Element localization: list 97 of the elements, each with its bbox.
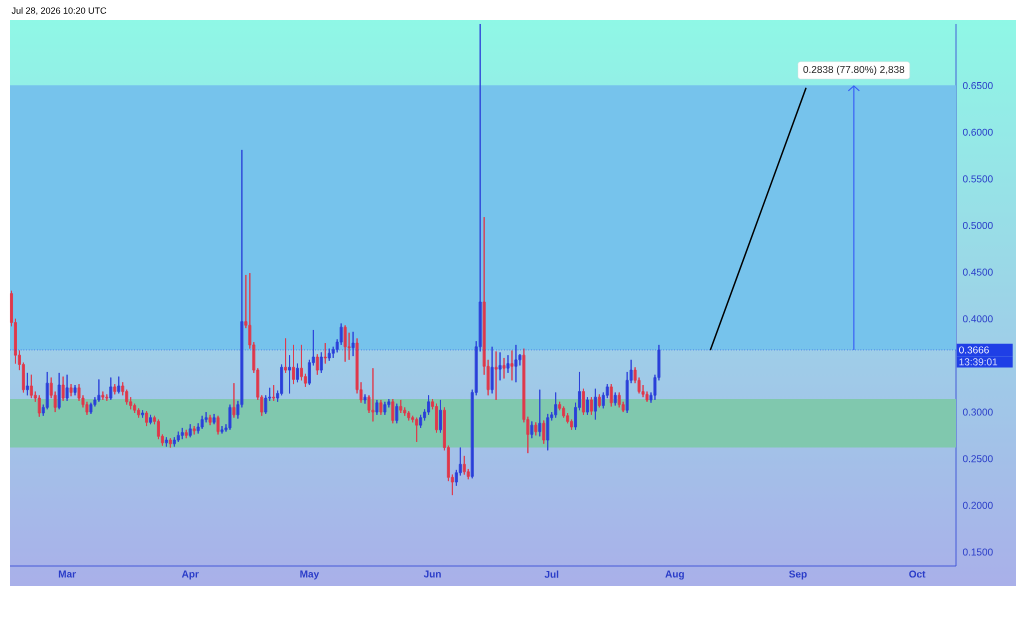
candlestick	[200, 415, 204, 430]
candlestick	[585, 396, 589, 416]
y-tick-label: 0.4000	[962, 315, 993, 323]
candlestick	[462, 455, 466, 476]
candlestick	[351, 331, 355, 357]
candlestick	[395, 403, 399, 424]
candlestick	[212, 413, 216, 425]
band-label: 0.2838 (77.80%) 2,838	[803, 65, 905, 75]
candlestick	[73, 384, 77, 396]
candlestick	[391, 398, 395, 424]
candlestick	[284, 337, 288, 374]
candlestick	[188, 423, 192, 438]
candlestick	[363, 393, 367, 405]
candlestick	[609, 383, 613, 407]
candlestick	[25, 372, 29, 396]
candlestick	[292, 344, 295, 385]
candlestick	[613, 392, 617, 406]
candlestick	[538, 389, 542, 437]
candlestick	[327, 348, 331, 362]
candlestick	[37, 394, 41, 418]
candlestick	[296, 363, 299, 383]
y-tick-label: 0.6500	[962, 82, 993, 90]
ref-line-label: 0.3666	[959, 346, 989, 354]
candlestick	[589, 396, 593, 416]
x-tick-label: Mar	[58, 570, 76, 578]
candlestick	[117, 376, 121, 394]
candlestick	[383, 401, 387, 416]
candlestick	[438, 399, 442, 434]
candlestick	[216, 415, 220, 435]
candlestick	[69, 383, 73, 397]
x-tick-label: May	[300, 570, 320, 580]
candlestick	[343, 324, 347, 363]
candlestick	[232, 382, 236, 419]
candlestick	[597, 393, 601, 408]
candlestick	[272, 384, 276, 402]
candlestick	[180, 427, 184, 440]
candlestick	[168, 437, 172, 448]
y-tick-label: 0.5000	[962, 221, 993, 230]
candlestick	[323, 342, 327, 365]
y-tick-label: 0.4500	[962, 268, 993, 276]
y-tick-label: 0.3000	[962, 408, 993, 416]
candlestick	[593, 388, 597, 420]
x-tick-label: Sep	[789, 570, 807, 580]
y-tick-label: 0.2000	[962, 501, 993, 509]
candlestick	[184, 429, 188, 439]
candlestick	[29, 374, 33, 399]
x-tick-label: Aug	[665, 570, 684, 580]
y-tick-label: 0.5500	[962, 175, 993, 183]
candlestick	[506, 354, 510, 374]
candlestick	[542, 420, 546, 445]
candlestick	[208, 414, 212, 426]
candlestick	[371, 367, 375, 422]
candlestick	[101, 391, 105, 401]
candlestick	[319, 351, 323, 374]
y-tick-label: 0.2500	[962, 455, 993, 463]
candlestick	[315, 353, 319, 376]
candlestick	[113, 383, 117, 395]
candlestick	[137, 407, 141, 419]
candlestick	[530, 420, 534, 439]
candlestick	[554, 392, 558, 419]
y-tick-label: 0.6000	[962, 128, 993, 136]
candlestick	[141, 409, 145, 419]
candlestick	[288, 354, 292, 394]
x-tick-label: Oct	[909, 570, 926, 578]
candlestick	[149, 414, 152, 425]
candlestick	[176, 431, 180, 443]
candlestick	[415, 417, 419, 443]
candlestick	[407, 410, 411, 421]
candlestick	[105, 393, 109, 402]
x-tick-label: Apr	[181, 570, 199, 580]
candlestick	[228, 404, 232, 431]
candlestick	[498, 351, 502, 381]
candlestick	[57, 372, 61, 410]
candlestick	[220, 425, 224, 434]
candlestick	[546, 413, 550, 451]
text: Jul 28, 2026 10:20 UTC	[11, 7, 107, 15]
candlestick	[494, 350, 498, 401]
candlestick	[502, 357, 506, 379]
x-tick-label: Jul	[544, 570, 559, 578]
candlestick	[399, 399, 403, 414]
text: 13:39:01	[959, 358, 998, 366]
candlestick	[379, 399, 383, 416]
candlestick	[61, 376, 65, 402]
candlestick	[510, 350, 514, 381]
candlestick	[145, 410, 149, 427]
candlestick	[164, 436, 168, 448]
candlestick	[490, 346, 494, 394]
candlestick	[581, 388, 585, 416]
candlestick	[192, 425, 196, 435]
candlestick	[534, 421, 538, 436]
candlestick	[65, 374, 69, 402]
candlestick	[375, 399, 379, 416]
candlestick	[514, 344, 518, 383]
candlestick	[109, 377, 113, 401]
x-tick-label: Jun	[423, 570, 441, 578]
candlestick	[97, 378, 101, 403]
y-tick-label: 0.1500	[962, 548, 993, 556]
